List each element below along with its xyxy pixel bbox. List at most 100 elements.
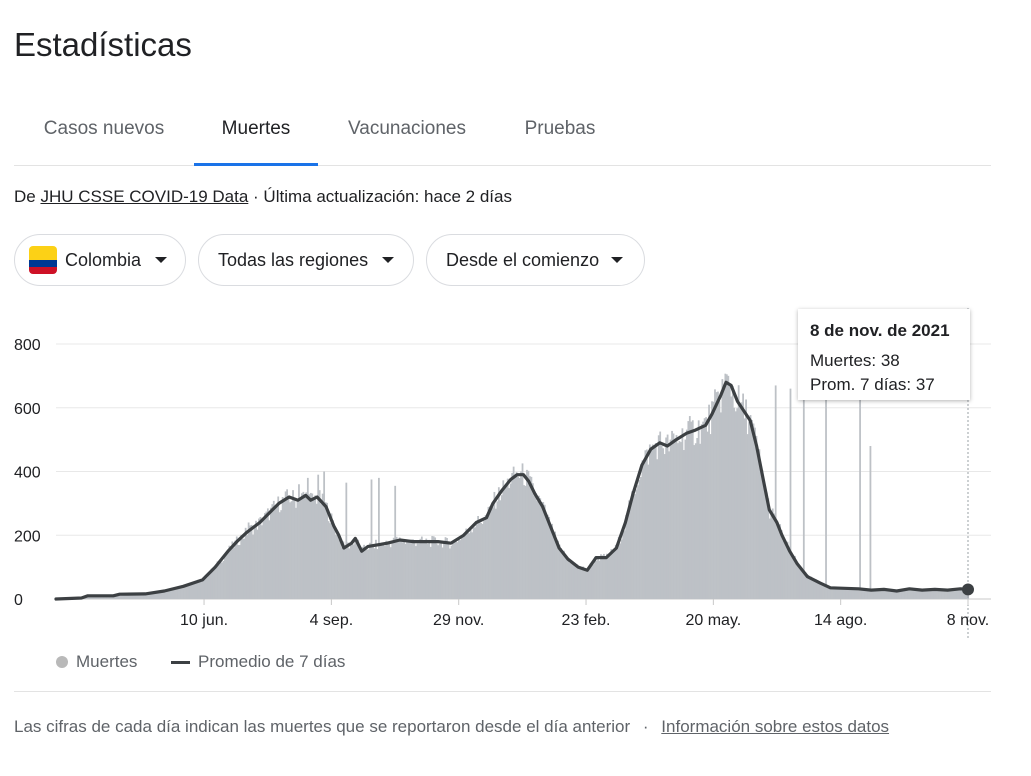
bar-deaths bbox=[265, 511, 268, 599]
bar-deaths bbox=[385, 540, 388, 599]
country-dropdown[interactable]: Colombia bbox=[14, 234, 186, 286]
bar-deaths bbox=[588, 568, 591, 599]
bar-deaths bbox=[429, 546, 432, 599]
bar-deaths bbox=[406, 541, 408, 599]
bar-deaths bbox=[423, 540, 426, 599]
bar-deaths bbox=[891, 591, 894, 599]
bar-deaths bbox=[882, 588, 885, 599]
bar-deaths bbox=[135, 594, 137, 599]
tab-vacunaciones[interactable]: Vacunaciones bbox=[348, 118, 466, 139]
bar-deaths bbox=[629, 500, 632, 599]
bar-deaths bbox=[459, 540, 462, 599]
bar-deaths bbox=[431, 536, 434, 599]
tooltip-average: Prom. 7 días: 37 bbox=[810, 375, 935, 394]
bar-deaths bbox=[802, 369, 805, 599]
bar-deaths bbox=[142, 594, 145, 599]
bar-deaths bbox=[502, 480, 505, 599]
bar-deaths bbox=[274, 505, 277, 599]
x-tick-label: 29 nov. bbox=[433, 612, 484, 629]
bar-deaths bbox=[360, 552, 363, 599]
range-dropdown[interactable]: Desde el comienzo bbox=[426, 234, 645, 286]
bar-deaths bbox=[305, 492, 308, 599]
bar-deaths bbox=[232, 547, 235, 599]
tab-casos-nuevos[interactable]: Casos nuevos bbox=[43, 118, 165, 139]
tab-muertes[interactable]: Muertes bbox=[221, 118, 291, 139]
bar-deaths bbox=[783, 540, 786, 599]
bar-deaths bbox=[468, 533, 471, 599]
bar-deaths bbox=[120, 594, 123, 599]
bar-deaths bbox=[574, 565, 577, 599]
last-updated: · Última actualización: hace 2 días bbox=[253, 187, 512, 206]
tab-pruebas[interactable]: Pruebas bbox=[524, 118, 596, 139]
bar-deaths bbox=[537, 495, 540, 599]
bar-deaths bbox=[486, 516, 488, 599]
bar-deaths bbox=[333, 527, 336, 599]
bar-deaths bbox=[508, 488, 511, 599]
bar-deaths bbox=[512, 466, 515, 599]
deaths-chart[interactable]: 0 200 400 600 800 10 jun. 4 sep. 29 nov. 23 feb.… bbox=[0, 300, 1031, 645]
bar-deaths bbox=[859, 395, 861, 599]
colombia-flag-icon bbox=[29, 246, 57, 274]
bar-deaths bbox=[527, 470, 530, 599]
bar-deaths bbox=[767, 498, 770, 599]
bar-deaths bbox=[480, 522, 482, 599]
bar-deaths bbox=[671, 430, 673, 599]
bar-deaths bbox=[503, 488, 506, 599]
bar-deaths bbox=[616, 546, 619, 599]
bar-deaths bbox=[539, 498, 542, 599]
stats-tabs: Casos nuevos Muertes Vacunaciones Prueba… bbox=[14, 100, 991, 166]
bar-deaths bbox=[255, 520, 257, 599]
bar-deaths bbox=[155, 592, 158, 599]
bar-deaths bbox=[277, 496, 280, 599]
bar-deaths bbox=[959, 587, 962, 599]
bar-deaths bbox=[743, 418, 746, 599]
bar-deaths bbox=[475, 524, 478, 599]
bar-deaths bbox=[524, 485, 527, 599]
bar-deaths bbox=[819, 582, 821, 599]
bar-deaths bbox=[280, 510, 283, 599]
bar-deaths bbox=[317, 474, 320, 599]
bar-deaths bbox=[925, 589, 928, 599]
bar-deaths bbox=[264, 513, 266, 599]
bar-deaths bbox=[460, 536, 463, 599]
bar-deaths bbox=[444, 537, 447, 599]
bar-deaths bbox=[555, 540, 558, 599]
bar-deaths bbox=[176, 588, 179, 599]
bar-deaths bbox=[241, 538, 244, 599]
bar-deaths bbox=[269, 507, 272, 599]
bar-deaths bbox=[191, 583, 194, 599]
bar-deaths bbox=[731, 385, 734, 599]
source-prefix: De bbox=[14, 187, 36, 206]
bar-deaths bbox=[326, 502, 328, 599]
bar-deaths bbox=[888, 590, 891, 599]
data-info-link[interactable]: Información sobre estos datos bbox=[661, 717, 890, 736]
bar-deaths bbox=[666, 434, 669, 599]
source-link[interactable]: JHU CSSE COVID-19 Data bbox=[40, 187, 249, 206]
legend-item-deaths[interactable]: Muertes bbox=[56, 652, 137, 672]
bar-deaths bbox=[327, 521, 330, 599]
bar-deaths bbox=[757, 452, 759, 599]
bar-deaths bbox=[801, 571, 804, 599]
bar-deaths bbox=[706, 431, 709, 599]
legend-label-average: Promedio de 7 días bbox=[198, 652, 346, 671]
bar-deaths bbox=[632, 491, 635, 599]
bar-deaths bbox=[517, 476, 519, 599]
bar-deaths bbox=[166, 590, 169, 599]
hover-point bbox=[962, 583, 974, 596]
bar-deaths bbox=[807, 574, 810, 599]
bar-deaths bbox=[945, 590, 947, 599]
bar-deaths bbox=[490, 505, 493, 599]
bar-deaths bbox=[221, 562, 223, 599]
footer-divider bbox=[14, 691, 991, 692]
bar-deaths bbox=[641, 460, 644, 599]
bar-deaths bbox=[751, 420, 753, 599]
footer-note: Las cifras de cada día indican las muert… bbox=[14, 717, 889, 737]
legend-item-average[interactable]: Promedio de 7 días bbox=[171, 652, 345, 672]
region-dropdown[interactable]: Todas las regiones bbox=[198, 234, 414, 286]
bar-deaths bbox=[906, 589, 909, 599]
bar-deaths bbox=[111, 595, 114, 599]
bar-deaths bbox=[400, 541, 403, 599]
bar-deaths bbox=[918, 590, 921, 599]
bar-deaths bbox=[733, 407, 736, 599]
bar-deaths bbox=[826, 585, 829, 599]
